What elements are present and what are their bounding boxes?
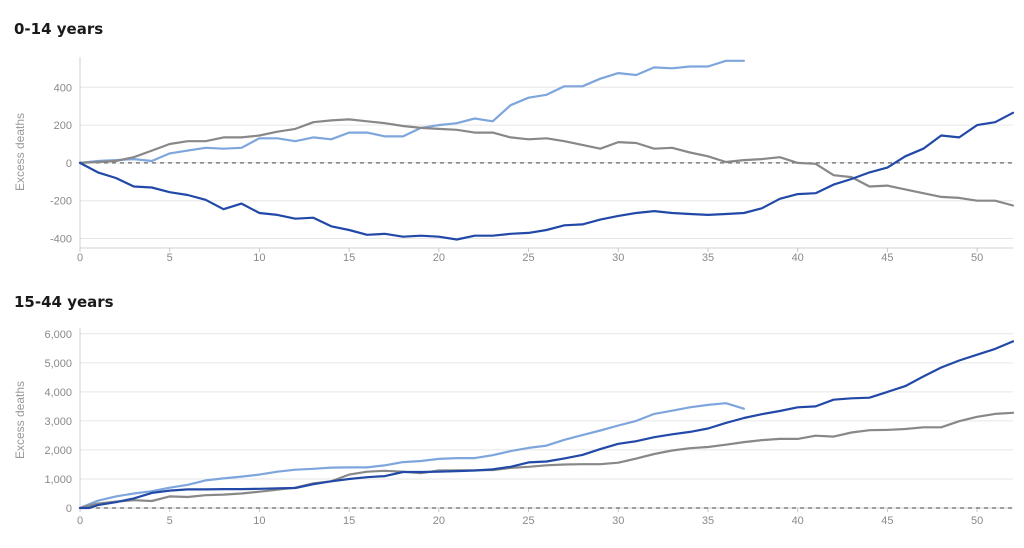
x-tick-label: 35 xyxy=(702,515,714,527)
chart-panel-15-44: 15-44 years 0 1,000 2,000 3,000 4,000 5,000 6,… xyxy=(0,272,1024,548)
x-tick-label: 50 xyxy=(971,515,983,527)
series-line-2 xyxy=(78,118,1015,207)
chart-15-44: 0 1,000 2,000 3,000 4,000 5,000 6,000 0 5 10 15 20 2… xyxy=(13,328,1015,527)
chart-title-0-14: 0-14 years xyxy=(14,20,104,38)
x-tick-label: 30 xyxy=(612,252,624,264)
x-tick-label: 45 xyxy=(881,515,893,527)
x-tick-label: 10 xyxy=(253,515,265,527)
y-tick-label: 3,000 xyxy=(44,416,72,428)
x-tick-label: 20 xyxy=(433,252,445,264)
x-tick-label: 25 xyxy=(522,252,534,264)
x-tick-label: 15 xyxy=(343,252,355,264)
y-axis-label: Excess deaths xyxy=(13,381,27,459)
series-line-3 xyxy=(78,111,1015,241)
y-tick-label: 2,000 xyxy=(44,445,72,457)
x-tick-label: 30 xyxy=(612,515,624,527)
y-tick-label: 200 xyxy=(54,120,72,132)
y-tick-label: 6,000 xyxy=(44,329,72,341)
x-tick-label: 45 xyxy=(881,252,893,264)
x-tick-label: 10 xyxy=(253,252,265,264)
y-tick-label: 5,000 xyxy=(44,358,72,370)
x-tick-label: 15 xyxy=(343,515,355,527)
series-line-3 xyxy=(78,340,1015,510)
y-tick-label: 0 xyxy=(66,503,72,515)
chart-panel-0-14: 0-14 years -400 -200 0 200 400 0 5 10 15 20 25 30 35… xyxy=(0,0,1024,272)
chart-0-14: -400 -200 0 200 400 0 5 10 15 20 25 30 35 40 45 50 Exces… xyxy=(13,57,1015,264)
y-tick-label: 4,000 xyxy=(44,387,72,399)
x-tick-label: 0 xyxy=(77,515,83,527)
y-tick-label: 1,000 xyxy=(44,474,72,486)
x-tick-label: 5 xyxy=(167,515,173,527)
y-axis-label: Excess deaths xyxy=(13,113,27,191)
chart-title-15-44: 15-44 years xyxy=(14,293,114,311)
x-tick-label: 0 xyxy=(77,252,83,264)
series-line-2 xyxy=(78,411,1015,510)
x-tick-label: 50 xyxy=(971,252,983,264)
x-tick-label: 35 xyxy=(702,252,714,264)
series-line-1 xyxy=(78,402,746,510)
y-tick-label: 400 xyxy=(54,82,72,94)
x-tick-label: 40 xyxy=(792,252,804,264)
x-tick-label: 5 xyxy=(167,252,173,264)
series-line-1 xyxy=(78,59,746,164)
y-tick-label: -400 xyxy=(50,234,72,246)
x-tick-label: 20 xyxy=(433,515,445,527)
x-tick-label: 25 xyxy=(522,515,534,527)
x-tick-label: 40 xyxy=(792,515,804,527)
y-tick-label: 0 xyxy=(66,158,72,170)
y-tick-label: -200 xyxy=(50,196,72,208)
